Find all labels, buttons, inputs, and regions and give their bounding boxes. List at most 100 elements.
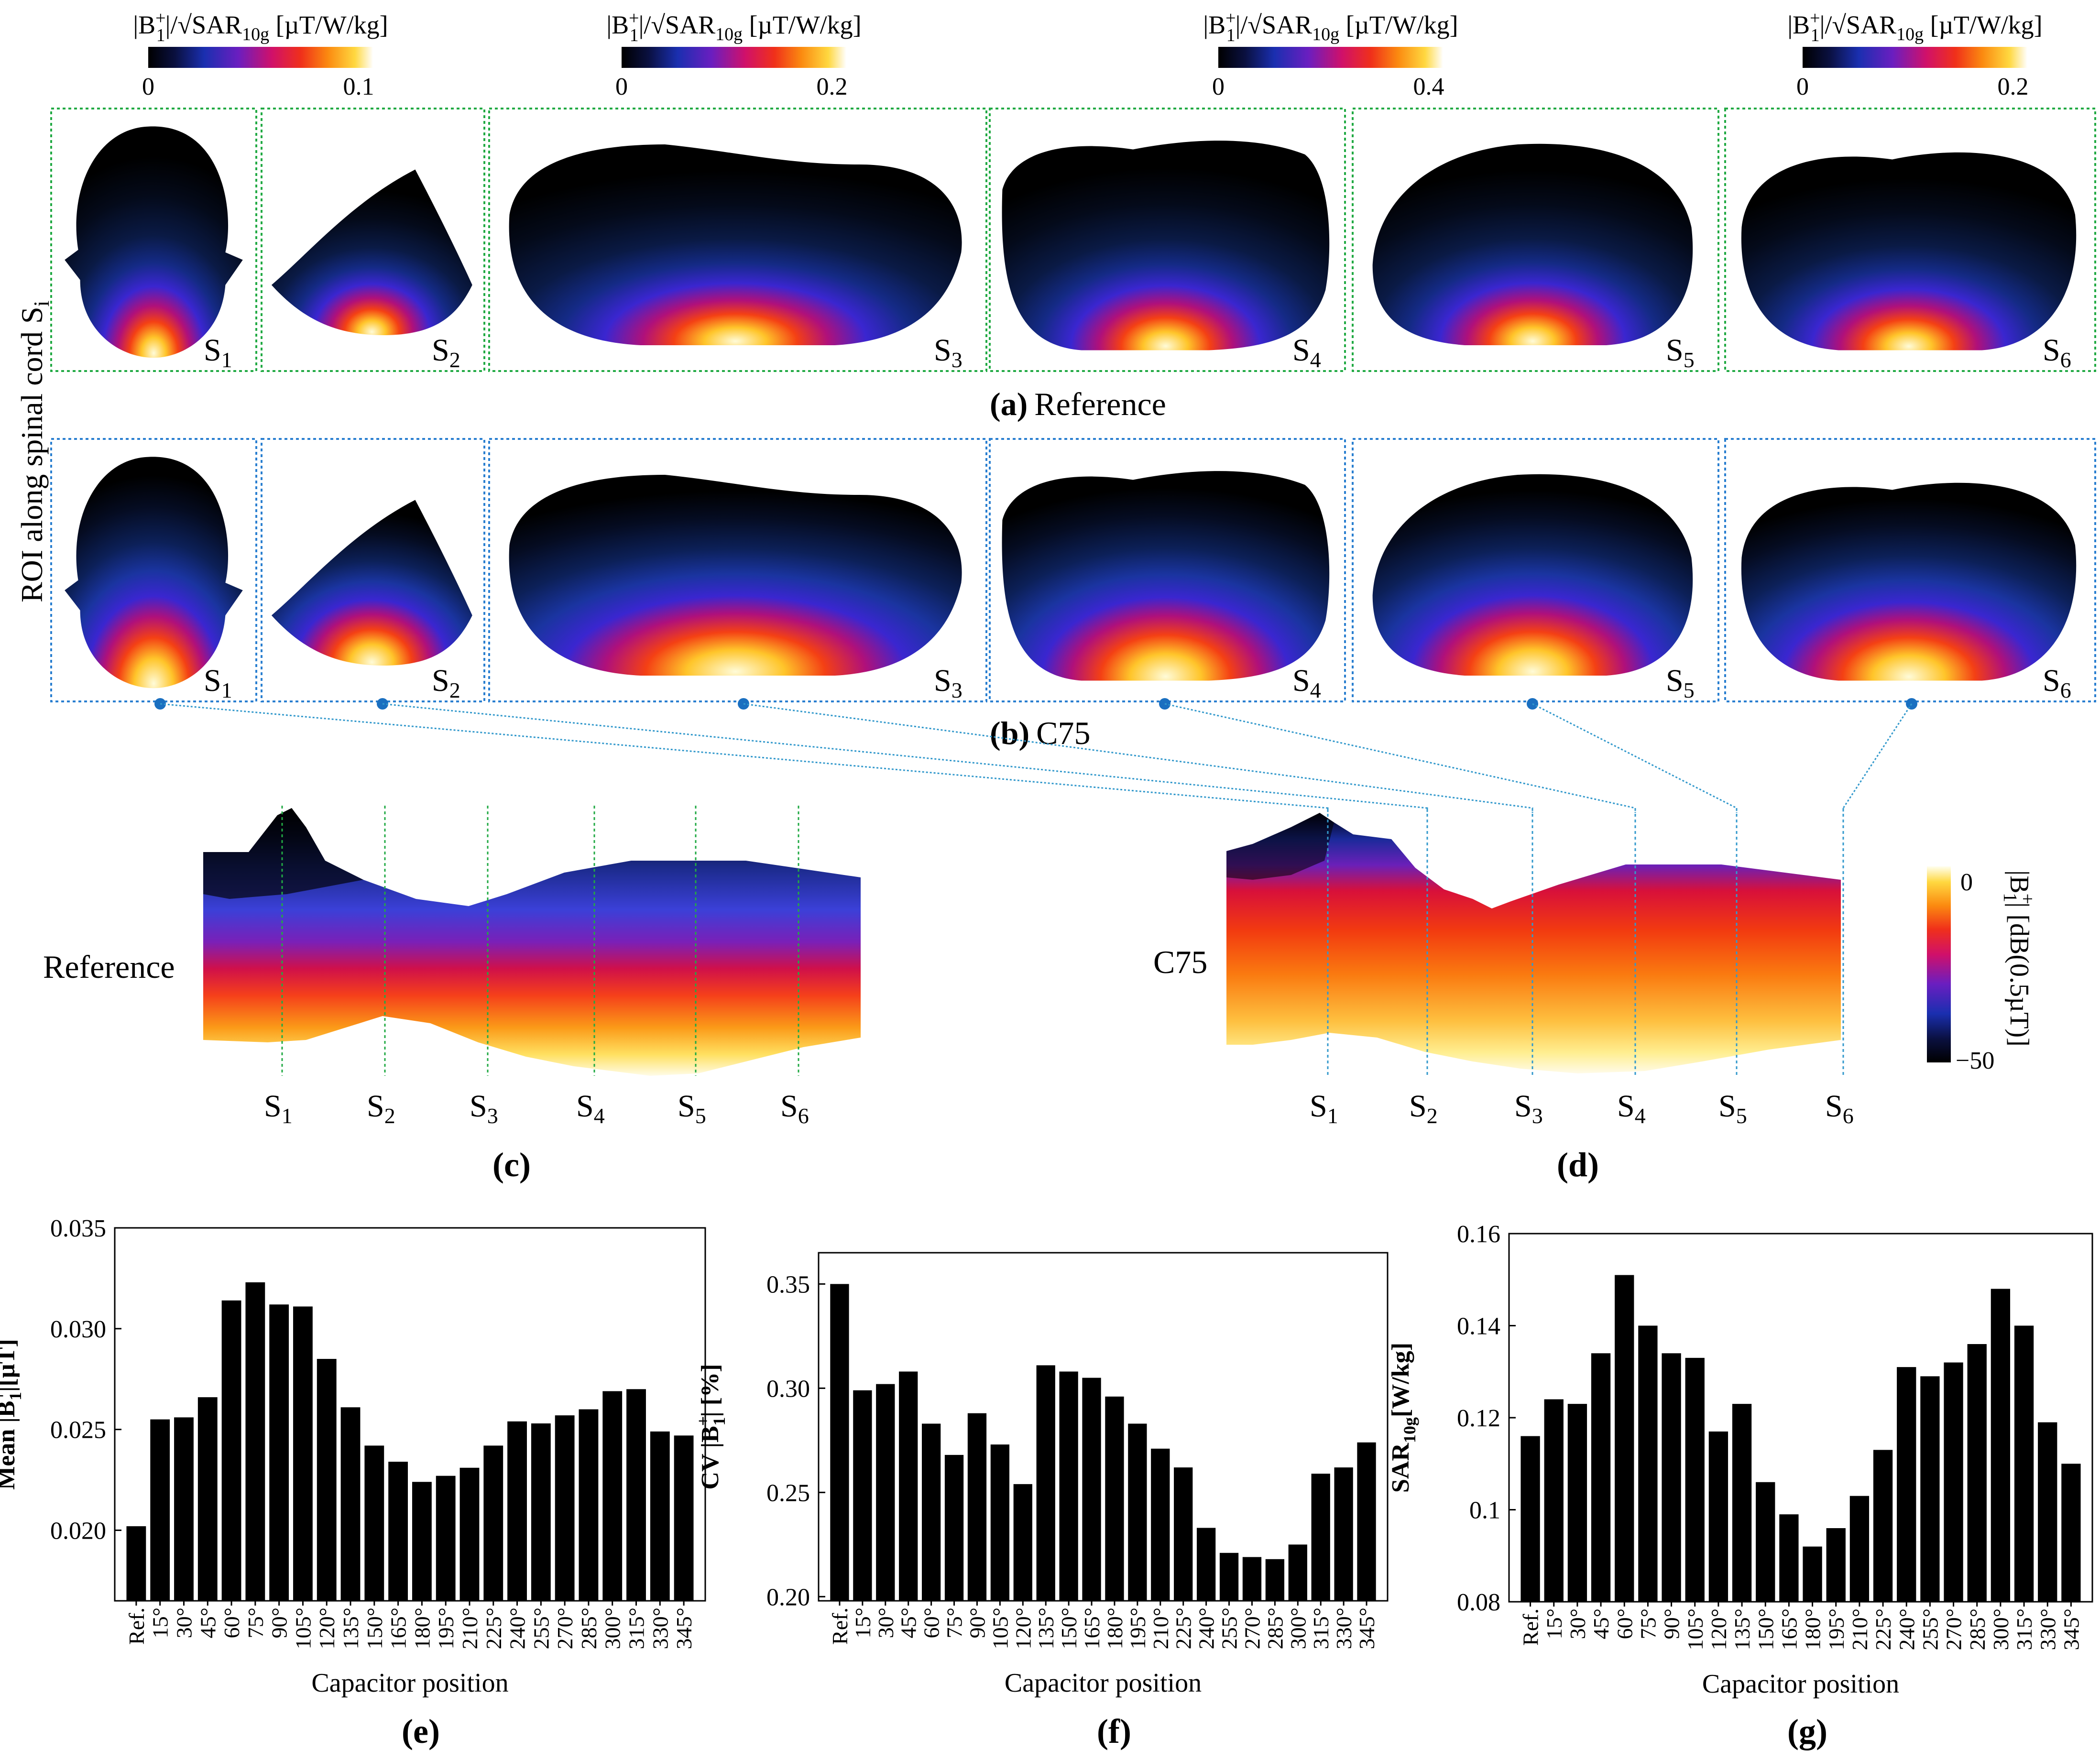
- c75-slice-panel-6: S6: [1724, 438, 2096, 702]
- x-axis-label: Capacitor position: [1005, 1668, 1202, 1698]
- y-label-main: CV |B: [697, 1426, 724, 1489]
- colorbar-label-sup: +: [629, 8, 639, 28]
- x-tick-label: 90°: [267, 1608, 292, 1638]
- x-tick-label: 195°: [1824, 1608, 1848, 1650]
- colorbar-label-main: |B: [1787, 11, 1810, 39]
- bar: [1662, 1353, 1681, 1602]
- sagittal-slice-label: S2: [367, 1089, 395, 1128]
- axial-map-shape: [271, 169, 472, 335]
- x-tick-label: 75°: [1636, 1608, 1660, 1639]
- slice-link-line: [1532, 703, 1738, 813]
- colorbar-3: |B+ 1|/√SAR10g [µT/W/kg] 0 0.4: [1203, 8, 1458, 100]
- x-tick-label: 180°: [410, 1608, 434, 1649]
- slice-label: S6: [2043, 663, 2071, 702]
- colorbar-label-sub2: 10g: [1312, 24, 1339, 44]
- colorbar-4: |B+ 1|/√SAR10g [µT/W/kg] 0 0.2: [1787, 8, 2042, 100]
- x-tick-label: 345°: [672, 1608, 696, 1649]
- slice-prefix: S: [367, 1089, 384, 1124]
- colorbar-label-unit: [µT/W/kg]: [1924, 11, 2043, 39]
- bar: [150, 1419, 170, 1601]
- sagittal-c75-shape: [1226, 813, 1841, 1073]
- slice-label: S3: [934, 663, 962, 702]
- reference-slice-panel-4: S4: [989, 108, 1346, 372]
- x-tick-label: 15°: [148, 1608, 173, 1638]
- bar: [876, 1384, 895, 1601]
- reference-slice-panel-1: S1: [50, 108, 257, 372]
- x-tick-label: 75°: [243, 1608, 268, 1638]
- slice-index: 3: [952, 678, 962, 702]
- top-colorbars: |B+ 1|/√SAR10g [µT/W/kg]0 0.1|B+ 1|/√SAR10g…: [133, 8, 2042, 100]
- y-label-rest: [W/kg]: [1387, 1343, 1414, 1417]
- reference-slice-panel-3: S3: [488, 108, 987, 372]
- bar: [1128, 1423, 1147, 1601]
- bar: [1991, 1289, 2011, 1602]
- slice-index: 4: [1310, 348, 1321, 372]
- y-tick-label: 0.20: [766, 1584, 810, 1611]
- sagittal-c75-dark-top: [1226, 813, 1334, 880]
- x-tick-label: 270°: [1240, 1608, 1264, 1649]
- colorbar-label-sub: 1: [1226, 25, 1236, 45]
- colorbar-label: |B+ 1|/√SAR10g [µT/W/kg]: [1787, 8, 2042, 45]
- slice-prefix: S: [432, 663, 449, 698]
- bar: [2038, 1422, 2057, 1602]
- slice-prefix: S: [204, 333, 221, 368]
- y-axis-label: Mean |B+1|[µT]: [0, 1339, 25, 1489]
- slice-prefix: S: [576, 1089, 594, 1124]
- c75-slice-panel-3: S3: [488, 438, 987, 702]
- bar: [1151, 1448, 1170, 1601]
- bar: [602, 1391, 623, 1601]
- sagittal-slice-label: S6: [780, 1089, 809, 1128]
- bar: [674, 1435, 694, 1601]
- x-tick-label: 150°: [1057, 1608, 1081, 1649]
- x-tick-label: 120°: [315, 1608, 339, 1649]
- slice-prefix: S: [1718, 1089, 1736, 1124]
- bar: [269, 1304, 289, 1601]
- slice-link-line: [160, 703, 1329, 813]
- colorbar-min: 0: [1796, 73, 1809, 100]
- x-tick-label: 165°: [1080, 1608, 1104, 1649]
- x-tick-label: 45°: [1589, 1608, 1613, 1639]
- bar: [293, 1306, 313, 1601]
- slice-prefix: S: [2043, 663, 2060, 698]
- bar: [1059, 1371, 1078, 1601]
- x-tick-label: 135°: [1034, 1608, 1058, 1649]
- slice-label: S3: [934, 333, 962, 372]
- bar-chart-g: 0.08 0.1 0.12 0.14 0.16 Ref.15°30°45°60°75°90…: [1387, 1221, 2093, 1750]
- sagittal-slice-label: S4: [576, 1089, 605, 1128]
- slice-index: 4: [594, 1104, 605, 1128]
- bar: [459, 1467, 480, 1601]
- x-tick-label: 165°: [386, 1608, 411, 1649]
- slice-prefix: S: [1617, 1089, 1635, 1124]
- x-tick-label: 90°: [1660, 1608, 1684, 1639]
- slice-index: 5: [1684, 678, 1695, 702]
- x-tick-label: 90°: [965, 1608, 989, 1638]
- x-tick-label: 240°: [1194, 1608, 1219, 1649]
- colorbar-label: |B+ 1|/√SAR10g [µT/W/kg]: [606, 8, 861, 45]
- y-tick-label: 0.08: [1457, 1589, 1500, 1616]
- colorbar-label-rest: |/√SAR: [1236, 11, 1312, 39]
- bar: [853, 1390, 872, 1601]
- x-axis-label: Capacitor position: [311, 1668, 508, 1698]
- bar: [921, 1423, 941, 1601]
- y-tick-label: 0.25: [766, 1479, 810, 1507]
- y-label-sub: 1: [710, 1417, 729, 1426]
- slice-label: S1: [204, 333, 232, 372]
- bar: [1967, 1344, 1987, 1602]
- x-tick-label: 240°: [1894, 1608, 1919, 1650]
- bar: [436, 1476, 456, 1601]
- x-tick-label: 210°: [458, 1608, 482, 1649]
- axial-map-shape: [1741, 482, 2077, 681]
- y-label-rest: | [%]: [697, 1364, 724, 1417]
- slice-index: 6: [2060, 348, 2071, 372]
- bar: [579, 1409, 599, 1601]
- bar: [990, 1444, 1010, 1601]
- slice-index: 3: [952, 348, 962, 372]
- y-label-main: SAR: [1387, 1443, 1414, 1493]
- slice-prefix: S: [1666, 663, 1684, 698]
- slice-index: 2: [384, 1104, 395, 1128]
- sagittal-slice-label: S3: [1514, 1089, 1543, 1128]
- bar: [1105, 1396, 1124, 1601]
- bar: [388, 1462, 408, 1601]
- x-tick-label: 330°: [2035, 1608, 2060, 1650]
